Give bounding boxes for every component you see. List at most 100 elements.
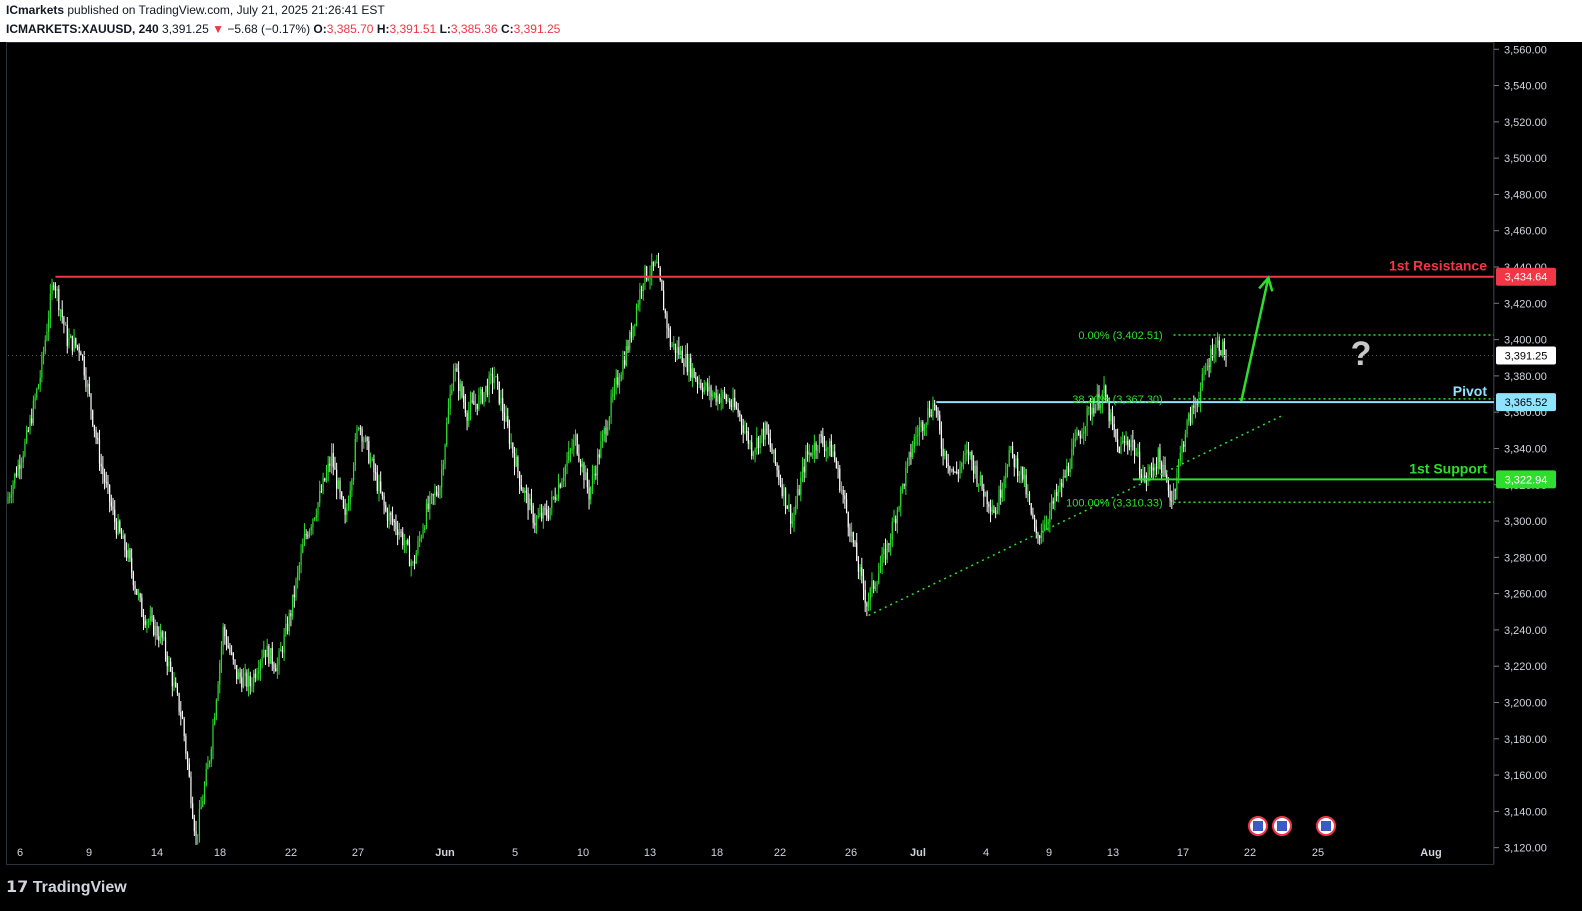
candle-body <box>676 347 678 353</box>
candle-body <box>24 441 26 456</box>
candle-body <box>554 496 556 500</box>
candle-body <box>432 494 434 496</box>
candle-body <box>247 675 250 688</box>
candle-body <box>822 436 824 445</box>
candle-body <box>595 473 597 476</box>
candle-body <box>390 512 392 516</box>
candle-body <box>959 466 961 474</box>
candle-body <box>269 648 272 664</box>
candle-body <box>593 473 595 476</box>
candle-body <box>754 448 756 453</box>
candle-body <box>105 481 107 483</box>
candle-body <box>356 428 358 439</box>
us-flag-canton <box>1253 821 1263 831</box>
candle-body <box>913 436 915 449</box>
time-tick-label: 9 <box>86 847 92 859</box>
price-axis[interactable]: 3,560.00 3,540.00 3,520.00 3,500.00 3,480.00… <box>1494 44 1556 855</box>
candle-body <box>525 490 527 493</box>
candle-body <box>434 491 436 496</box>
time-axis[interactable]: 6 9 14 18 22 27 Jun 5 10 13 18 22 26 Jul 4 9 13 17 22 25 Aug <box>17 847 1442 859</box>
level-label: 1st Resistance <box>1389 258 1487 274</box>
candle-body <box>810 452 812 455</box>
candle-body <box>466 413 468 421</box>
candle-body <box>410 562 412 567</box>
candle-body <box>473 401 475 405</box>
candle-body <box>1127 440 1129 445</box>
candle-body <box>815 443 817 451</box>
candle-body <box>449 393 451 409</box>
candle-body <box>883 548 885 555</box>
candle-body <box>127 549 129 558</box>
candle-body <box>386 510 389 521</box>
chart-area[interactable]: 1st Resistance Pivot 1st Support 0.00% (3,4… <box>0 42 1582 868</box>
candle-body <box>944 451 946 457</box>
candle-body <box>227 645 229 648</box>
candle-body <box>669 329 671 347</box>
candle-body <box>125 550 128 558</box>
candle-body <box>1064 475 1066 478</box>
candle-body <box>244 672 246 677</box>
candle-body <box>752 452 754 456</box>
candle-body <box>1057 489 1059 497</box>
candle-body <box>869 588 871 601</box>
candle-body <box>607 427 609 435</box>
candle-body <box>896 509 898 524</box>
candle-body <box>561 481 563 488</box>
candle-body <box>837 467 839 469</box>
candle-body <box>890 540 892 545</box>
candle-body <box>452 371 455 391</box>
candle-body <box>171 671 173 687</box>
candle-body <box>940 430 943 449</box>
candle-body <box>668 328 670 330</box>
candle-body <box>563 476 565 482</box>
candle-body <box>671 345 673 347</box>
candle-body <box>120 531 123 539</box>
candle-body <box>253 673 255 686</box>
publisher-name[interactable]: ICmarkets <box>6 3 65 17</box>
candle-body <box>339 480 341 493</box>
candle-body <box>310 527 312 531</box>
candle-body <box>498 381 500 404</box>
candle-body <box>395 522 397 530</box>
us-flag-canton <box>1277 821 1287 831</box>
price-tick-label: 3,540.00 <box>1504 81 1547 93</box>
price-tick-label: 3,400.00 <box>1504 335 1547 347</box>
tradingview-logo[interactable]: 𝟭𝟳 TradingView <box>6 877 127 897</box>
candle-body <box>186 753 189 764</box>
candle-body <box>984 491 987 497</box>
candle-body <box>1147 474 1149 482</box>
candle-body <box>1013 454 1015 467</box>
candle-body <box>845 499 848 513</box>
candle-body <box>906 459 909 469</box>
open-value: 3,385.70 <box>326 22 374 36</box>
candle-body <box>48 318 50 332</box>
candle-body <box>198 809 201 835</box>
candle-body <box>859 567 861 572</box>
last-price-tag <box>1496 346 1556 365</box>
candle-body <box>290 613 292 617</box>
candle-body <box>383 496 385 505</box>
candle-body <box>341 492 343 498</box>
candle-body <box>1184 433 1186 447</box>
candle-body <box>573 440 575 450</box>
candle-body <box>768 433 770 439</box>
candle-body <box>513 453 516 467</box>
candle-body <box>65 324 67 326</box>
candle-body <box>193 818 195 832</box>
candle-body <box>520 485 522 490</box>
candle-body <box>302 544 304 553</box>
candle-body <box>991 509 993 512</box>
candle-body <box>847 512 849 528</box>
candle-body <box>973 460 975 474</box>
candle-body <box>292 594 294 617</box>
symbol-label[interactable]: ICMARKETS:XAUUSD, 240 <box>6 22 159 36</box>
price-tick-label: 3,160.00 <box>1504 770 1547 782</box>
candle-body <box>1017 458 1019 476</box>
candle-body <box>1150 466 1153 468</box>
candle-body <box>427 503 429 510</box>
candle-body <box>674 343 677 353</box>
time-tick-label: 18 <box>711 847 723 859</box>
candle-body <box>1079 435 1081 439</box>
candle-body <box>175 682 177 687</box>
candle-body <box>1066 466 1068 478</box>
